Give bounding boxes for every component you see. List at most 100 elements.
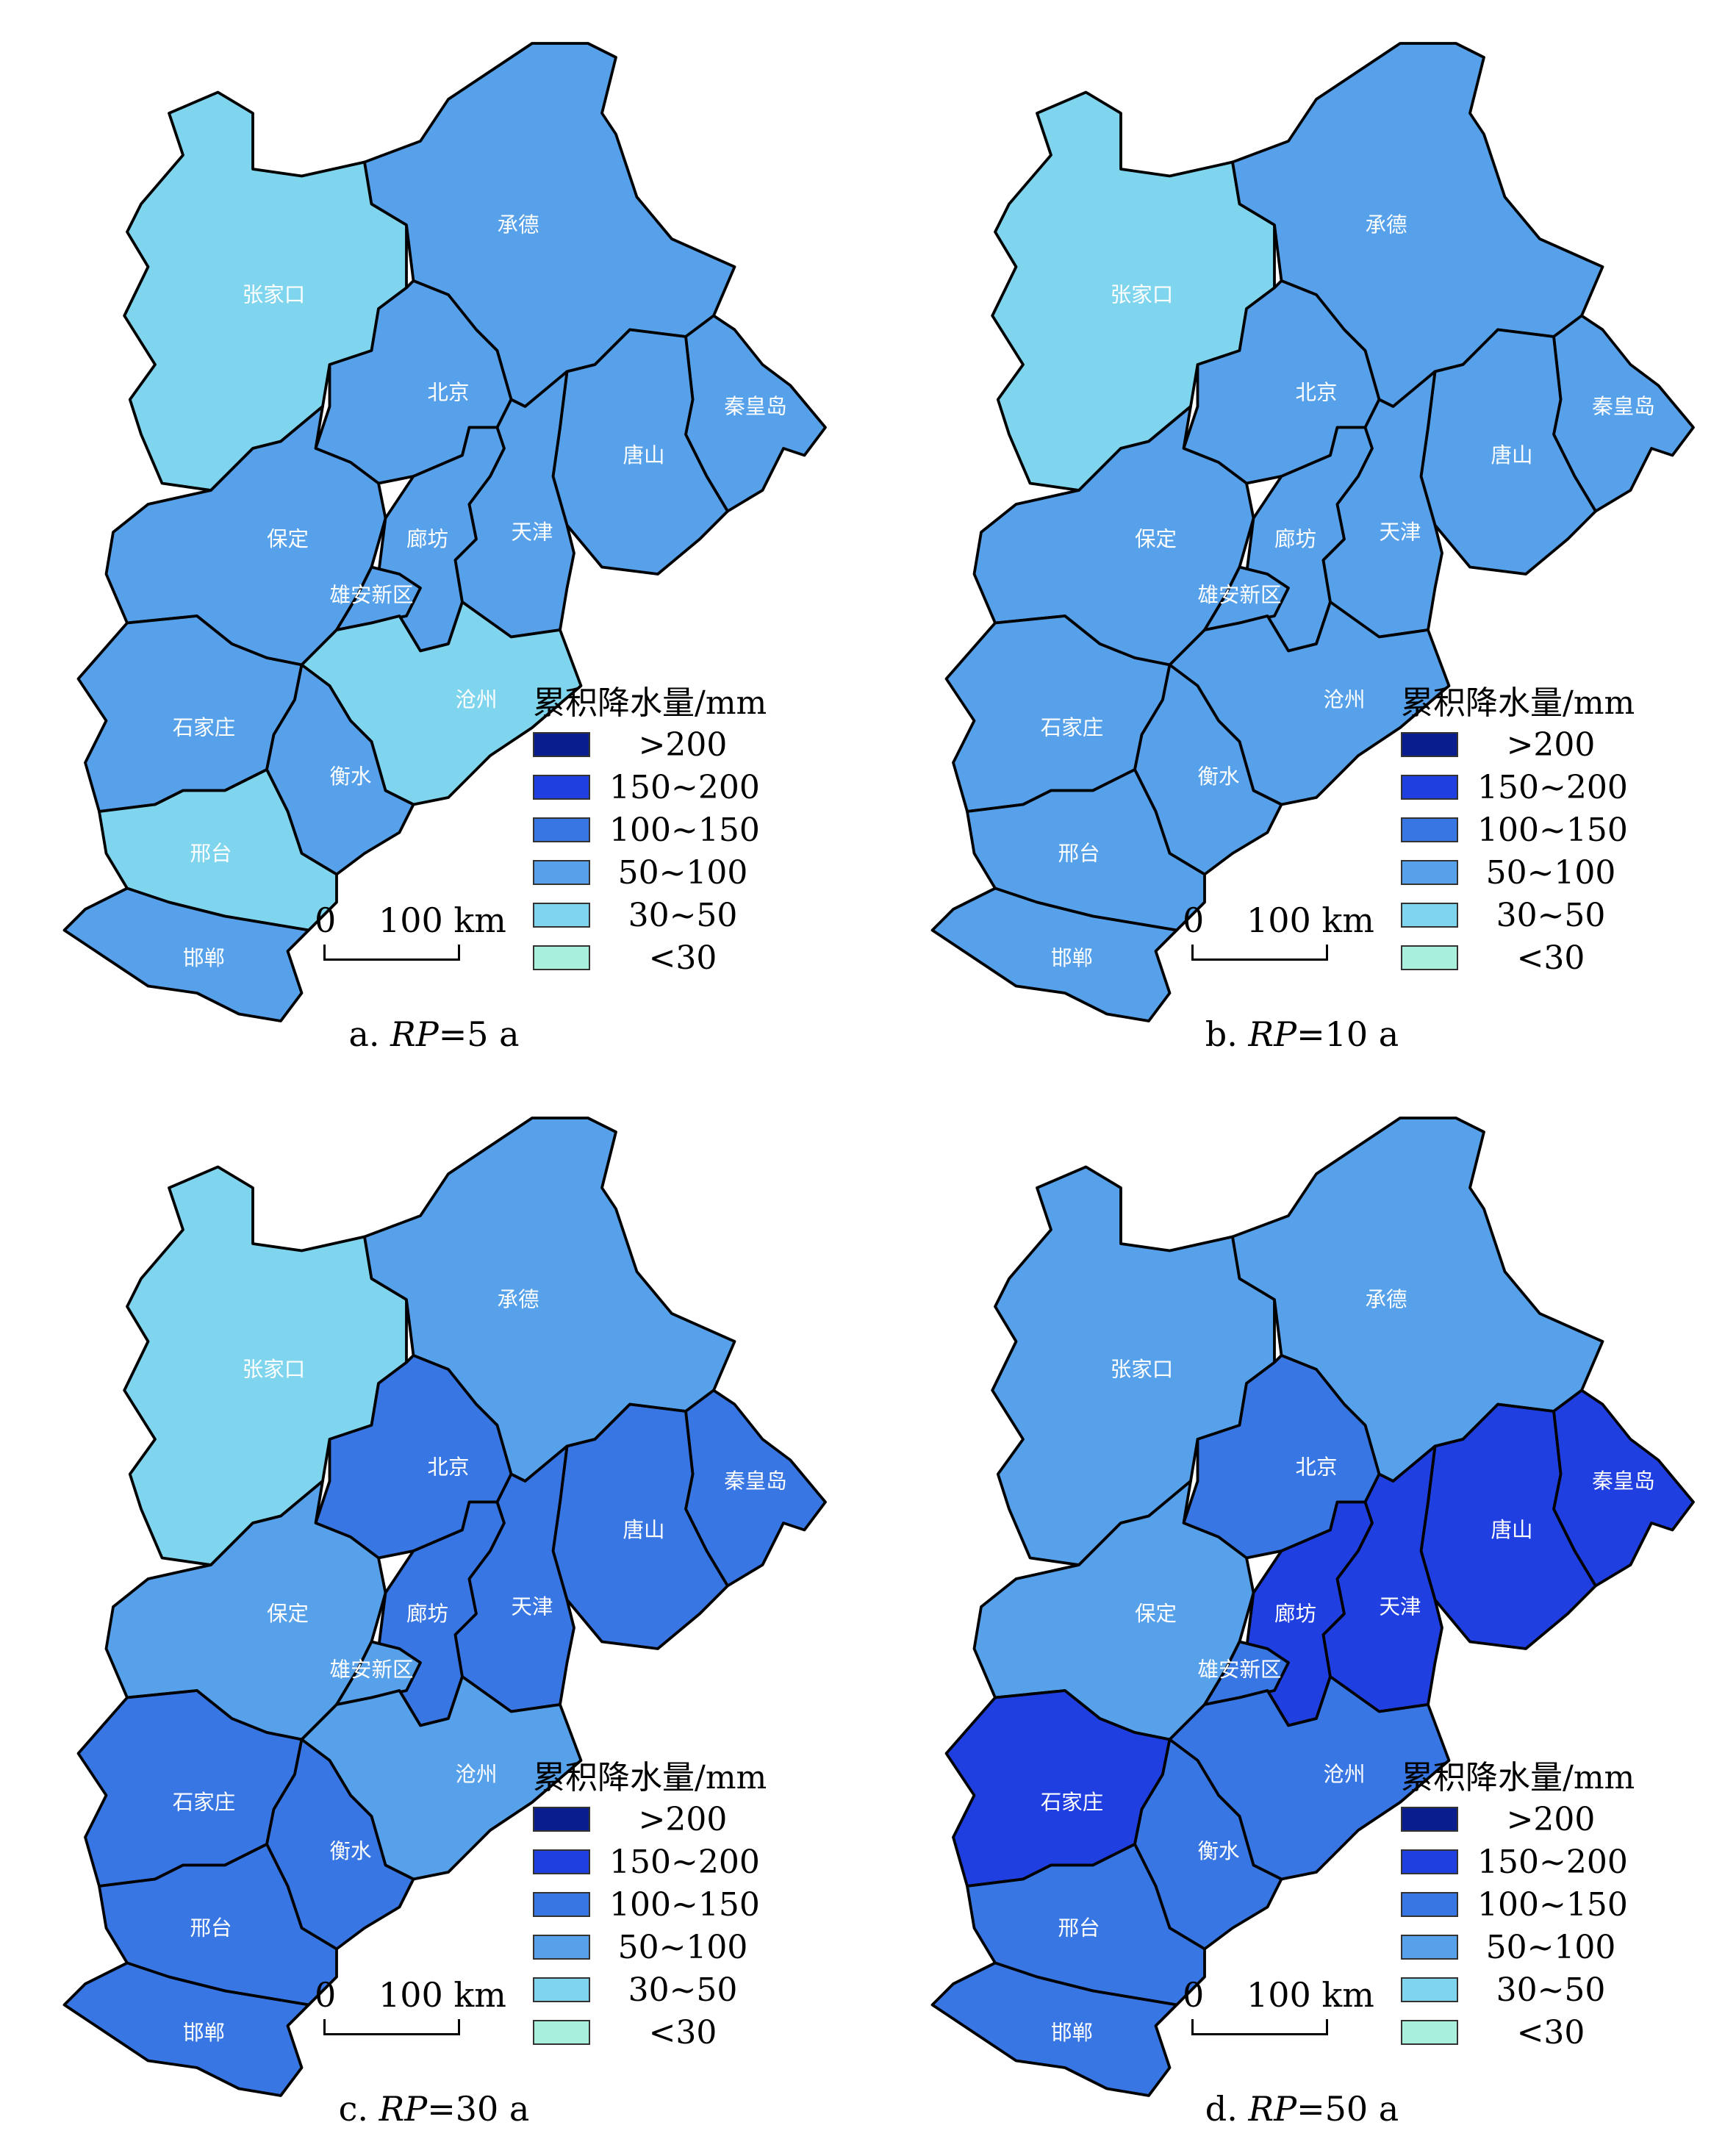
legend-label: <30 bbox=[648, 2013, 717, 2052]
legend-item: <30 bbox=[1401, 2011, 1635, 2054]
legend-label: 50~100 bbox=[1485, 1928, 1616, 1966]
city-label: 邢台 bbox=[190, 1916, 232, 1941]
legend-item: >200 bbox=[1401, 1798, 1635, 1841]
legend: 累积降水量/mm >200 150~200 100~150 50~100 30~50 <30 bbox=[533, 1751, 767, 2054]
legend-label: 150~200 bbox=[1477, 768, 1628, 806]
legend-label: <30 bbox=[1516, 939, 1585, 977]
legend-swatch bbox=[1401, 945, 1458, 970]
city-label: 北京 bbox=[427, 381, 469, 405]
city-label: 沧州 bbox=[455, 1763, 497, 1787]
legend-item: 100~150 bbox=[533, 809, 767, 851]
legend-label: 100~150 bbox=[1477, 811, 1628, 849]
map-panel-c: 张家口 承德 北京 秦皇岛 唐山 保定 廊坊 天津 雄安新区 沧州 石家庄 衡水 邢台 邯郸 累积降水量/m… bbox=[0, 1075, 868, 2149]
legend-title: 累积降水量/mm bbox=[1401, 684, 1635, 722]
legend-item: 30~50 bbox=[533, 1968, 767, 2011]
city-label: 衡水 bbox=[1197, 764, 1239, 789]
city-label: 雄安新区 bbox=[1197, 583, 1281, 607]
scale-distance-label: 100 km bbox=[1247, 900, 1374, 940]
legend-item: <30 bbox=[1401, 936, 1635, 979]
city-label: 雄安新区 bbox=[1197, 1658, 1281, 1682]
legend-label: >200 bbox=[638, 725, 728, 764]
legend-item: 30~50 bbox=[1401, 1968, 1635, 2011]
scale-bar: 0 100 km bbox=[1169, 1975, 1434, 2056]
scale-zero-label: 0 bbox=[1183, 1975, 1205, 2015]
city-label: 唐山 bbox=[1491, 1518, 1532, 1542]
city-label: 邢台 bbox=[1058, 1916, 1100, 1941]
city-label: 石家庄 bbox=[173, 716, 236, 740]
region-邯郸 bbox=[62, 886, 310, 1022]
city-label: 张家口 bbox=[243, 1358, 306, 1382]
city-label: 保定 bbox=[267, 527, 309, 551]
city-label: 沧州 bbox=[1323, 688, 1365, 712]
scale-line bbox=[1191, 945, 1328, 961]
legend-title: 累积降水量/mm bbox=[1401, 1759, 1635, 1796]
scale-zero-label: 0 bbox=[1183, 900, 1205, 940]
city-label: 邯郸 bbox=[1051, 946, 1093, 970]
region-衡水 bbox=[1133, 663, 1283, 876]
legend-swatch bbox=[533, 775, 590, 800]
legend-label: 30~50 bbox=[1496, 896, 1606, 934]
city-label: 北京 bbox=[427, 1455, 469, 1480]
legend-swatch bbox=[533, 1935, 590, 1960]
legend-label: <30 bbox=[648, 939, 717, 977]
city-label: 衡水 bbox=[1197, 1839, 1239, 1863]
scale-line bbox=[323, 945, 460, 961]
panel-caption: a. RP=5 a bbox=[348, 1014, 520, 1054]
legend-item: 150~200 bbox=[1401, 1841, 1635, 1883]
legend-swatch bbox=[1401, 817, 1458, 842]
legend-label: 150~200 bbox=[1477, 1843, 1628, 1881]
legend-label: 100~150 bbox=[1477, 1885, 1628, 1924]
city-label: 邯郸 bbox=[183, 946, 225, 970]
city-label: 雄安新区 bbox=[329, 1658, 413, 1682]
city-label: 沧州 bbox=[1323, 1763, 1365, 1787]
legend-label: >200 bbox=[1506, 1800, 1596, 1838]
legend: 累积降水量/mm >200 150~200 100~150 50~100 30~50 <30 bbox=[533, 676, 767, 979]
city-label: 唐山 bbox=[623, 443, 664, 467]
panel-caption: c. RP=30 a bbox=[338, 2089, 530, 2129]
legend-item: <30 bbox=[533, 936, 767, 979]
legend-item: 150~200 bbox=[533, 1841, 767, 1883]
legend-swatch bbox=[1401, 1849, 1458, 1874]
legend-item: >200 bbox=[1401, 723, 1635, 766]
legend-item: 50~100 bbox=[1401, 851, 1635, 894]
legend-label: 150~200 bbox=[609, 768, 760, 806]
city-label: 衡水 bbox=[329, 1839, 371, 1863]
scale-line bbox=[323, 2019, 460, 2035]
legend-swatch bbox=[1401, 1935, 1458, 1960]
legend-swatch bbox=[533, 903, 590, 928]
legend-label: 100~150 bbox=[609, 1885, 760, 1924]
city-label: 廊坊 bbox=[1274, 527, 1316, 551]
legend: 累积降水量/mm >200 150~200 100~150 50~100 30~50 <30 bbox=[1401, 676, 1635, 979]
legend-label: 30~50 bbox=[628, 896, 738, 934]
legend-swatch bbox=[533, 2020, 590, 2045]
city-label: 承德 bbox=[497, 213, 539, 237]
city-label: 邯郸 bbox=[183, 2021, 225, 2045]
legend-title: 累积降水量/mm bbox=[533, 684, 767, 722]
legend-swatch bbox=[1401, 1977, 1458, 2002]
legend-item: >200 bbox=[533, 1798, 767, 1841]
city-label: 唐山 bbox=[623, 1518, 664, 1542]
legend-label: 50~100 bbox=[617, 1928, 748, 1966]
map-panel-d: 张家口 承德 北京 秦皇岛 唐山 保定 廊坊 天津 雄安新区 沧州 石家庄 衡水 邢台 邯郸 累积降水量/m… bbox=[868, 1075, 1736, 2149]
legend-label: 30~50 bbox=[628, 1971, 738, 2009]
map-panel-b: 张家口 承德 北京 秦皇岛 唐山 保定 廊坊 天津 雄安新区 沧州 石家庄 衡水 邢台 邯郸 累积降水量/m… bbox=[868, 0, 1736, 1075]
panel-caption: d. RP=50 a bbox=[1205, 2089, 1399, 2129]
legend-label: >200 bbox=[1506, 725, 1596, 764]
legend-swatch bbox=[533, 1807, 590, 1832]
city-label: 唐山 bbox=[1491, 443, 1532, 467]
city-label: 承德 bbox=[1365, 213, 1407, 237]
legend-swatch bbox=[1401, 2020, 1458, 2045]
legend-label: 100~150 bbox=[609, 811, 760, 849]
city-label: 承德 bbox=[1365, 1288, 1407, 1312]
legend: 累积降水量/mm >200 150~200 100~150 50~100 30~50 <30 bbox=[1401, 1751, 1635, 2054]
city-label: 廊坊 bbox=[406, 527, 448, 551]
legend-label: >200 bbox=[638, 1800, 728, 1838]
legend-item: 30~50 bbox=[1401, 894, 1635, 936]
legend-swatch bbox=[533, 732, 590, 757]
city-label: 北京 bbox=[1295, 381, 1337, 405]
region-衡水 bbox=[265, 1738, 415, 1951]
region-邯郸 bbox=[62, 1961, 310, 2097]
legend-label: <30 bbox=[1516, 2013, 1585, 2052]
legend-label: 150~200 bbox=[609, 1843, 760, 1881]
